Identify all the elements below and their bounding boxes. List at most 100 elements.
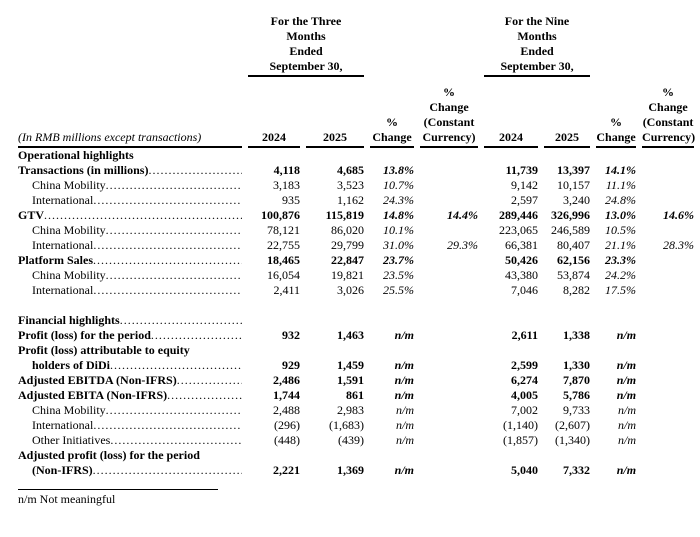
value-cell: 3,523 [337, 178, 365, 192]
value-cell: (439) [338, 433, 365, 447]
value-cell [544, 313, 590, 328]
value-cell [642, 163, 694, 178]
value-cell: n/m [394, 373, 415, 387]
dot-leader [110, 358, 242, 373]
row-label: China Mobility [18, 223, 242, 238]
row-label: International [18, 418, 242, 433]
value-cell: 9,733 [563, 403, 591, 417]
header-spacer [642, 14, 694, 77]
value-cell: 10,157 [557, 178, 591, 192]
value-cell [370, 313, 414, 328]
row-label: Adjusted EBITA (Non-IFRS) [18, 388, 242, 403]
value-cell: n/m [396, 433, 415, 447]
value-cell: 8,282 [563, 283, 591, 297]
table-row: Profit (loss) attributable to equity [18, 343, 694, 358]
value-cell [420, 163, 478, 178]
value-cell: 1,330 [563, 358, 591, 372]
value-cell [642, 223, 694, 238]
value-cell: (1,683) [329, 418, 365, 432]
value-cell [544, 448, 590, 463]
value-cell [642, 373, 694, 388]
value-cell: n/m [394, 463, 415, 477]
value-cell: 100,876 [261, 208, 300, 222]
header-spacer [420, 14, 478, 77]
value-cell: 932 [282, 328, 300, 342]
value-cell: n/m [394, 388, 415, 402]
row-label: Adjusted EBITDA (Non-IFRS) [18, 373, 242, 388]
value-cell: 22,847 [331, 253, 365, 267]
value-cell: 1,591 [337, 373, 365, 387]
value-cell [420, 448, 478, 463]
value-cell: (1,857) [503, 433, 539, 447]
value-cell: n/m [616, 328, 637, 342]
value-cell [420, 373, 478, 388]
table-row: Profit (loss) for the period 932 1,463 n/m 2… [18, 328, 694, 343]
table-body: Operational highlights Transactions (in m… [18, 148, 694, 478]
value-cell: 62,156 [557, 253, 591, 267]
value-cell: 246,589 [551, 223, 591, 237]
group-header-row: For the Three Months Ended September 30,… [18, 14, 694, 77]
table-row: Transactions (in millions) 4,118 4,685 13.8… [18, 163, 694, 178]
value-cell: 24.2% [605, 268, 637, 282]
group-header-line: Ended [289, 44, 323, 58]
row-label: Operational highlights [18, 148, 134, 162]
value-cell: 2,597 [511, 193, 539, 207]
value-cell [642, 193, 694, 208]
row-label: (Non-IFRS) [18, 463, 242, 478]
dot-leader [93, 283, 242, 298]
value-cell: 1,369 [337, 463, 365, 477]
value-cell: n/m [618, 418, 637, 432]
row-label: Platform Sales [18, 253, 242, 268]
value-cell: 10.5% [605, 223, 637, 237]
col-header-pct-change-cc-3m: % Change (Constant Currency) [420, 77, 479, 148]
col-header-pct-change-9m: % Change [596, 77, 637, 148]
value-cell: 13.0% [605, 208, 637, 222]
value-cell: 5,786 [563, 388, 591, 402]
value-cell [642, 148, 694, 163]
value-cell: 25.5% [383, 283, 415, 297]
table-row: China Mobility 78,121 86,020 10.1% 223,065 24… [18, 223, 694, 238]
table-row: International (296) (1,683) n/m (1,140) (2,60… [18, 418, 694, 433]
value-cell: 4,118 [273, 163, 300, 177]
value-cell: 16,054 [267, 268, 300, 282]
value-cell [306, 343, 364, 358]
value-cell [596, 313, 636, 328]
dot-leader [177, 373, 242, 388]
value-cell [420, 178, 478, 193]
value-cell: 28.3% [663, 238, 695, 252]
value-cell: 78,121 [267, 223, 300, 237]
value-cell: 14.4% [447, 208, 479, 222]
value-cell [370, 343, 414, 358]
row-label: Other Initiatives [18, 433, 242, 448]
value-cell [642, 178, 694, 193]
col-header-2024-9m: 2024 [484, 77, 539, 148]
three-months-group-header: For the Three Months Ended September 30, [248, 14, 365, 77]
stub-spacer [18, 14, 242, 77]
value-cell: 21.1% [605, 238, 637, 252]
value-cell [642, 313, 694, 328]
value-cell: 9,142 [511, 178, 539, 192]
value-cell: n/m [616, 358, 637, 372]
value-cell: 7,002 [511, 403, 539, 417]
value-cell: 11.1% [605, 178, 637, 192]
value-cell: n/m [616, 388, 637, 402]
value-cell: 24.8% [605, 193, 637, 207]
value-cell [420, 268, 478, 283]
nine-months-group-header: For the Nine Months Ended September 30, [484, 14, 591, 77]
value-cell: 1,162 [337, 193, 365, 207]
value-cell [484, 343, 538, 358]
header-spacer [596, 14, 636, 77]
value-cell: 11,739 [505, 163, 539, 177]
dot-leader [93, 193, 242, 208]
table-row: (Non-IFRS) 2,221 1,369 n/m 5,040 7,332 n/m [18, 463, 694, 478]
value-cell: 2,611 [511, 328, 539, 342]
value-cell [642, 328, 694, 343]
value-cell [248, 343, 300, 358]
value-cell [248, 148, 300, 163]
dot-leader [106, 403, 242, 418]
table-row: Other Initiatives (448) (439) n/m (1,857) (1,… [18, 433, 694, 448]
spacer-row [18, 298, 694, 313]
value-cell [596, 448, 636, 463]
value-cell: 326,996 [551, 208, 591, 222]
value-cell [420, 418, 478, 433]
